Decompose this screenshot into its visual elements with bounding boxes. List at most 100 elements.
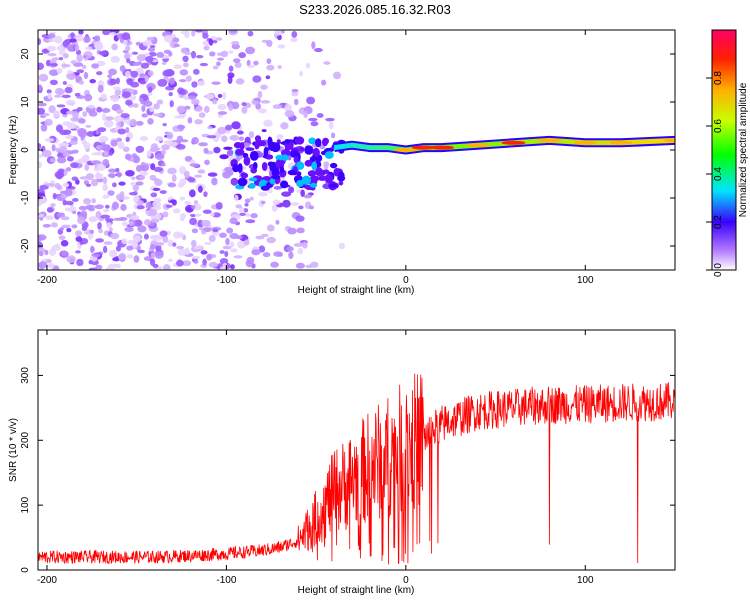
spectrogram-blob [168, 141, 178, 147]
spectrogram-blob [75, 34, 84, 42]
spectrogram-blob [229, 217, 238, 225]
spectrogram-blob [81, 139, 87, 145]
spectrogram-blob [100, 93, 107, 100]
spectrogram-blob [263, 119, 273, 127]
spectrogram-blob [125, 99, 133, 106]
spectrogram-blob [219, 257, 229, 265]
spectrogram-blob [80, 210, 88, 218]
spectrogram-blob [89, 229, 94, 234]
spectrogram-blob [130, 70, 139, 78]
spectrogram-blob [95, 210, 102, 219]
spectrogram-blob [258, 191, 268, 197]
spectrogram-blob [211, 177, 218, 186]
spectrogram-blob [50, 203, 56, 207]
spectrogram-blob [124, 227, 134, 232]
spectrogram-blob [189, 159, 196, 164]
spectrogram-blob [305, 264, 313, 269]
spectrogram-blob [135, 181, 144, 186]
spectrogram-blob [141, 113, 148, 118]
spectrogram-ylabel: Frequency (Hz) [8, 116, 19, 185]
spectrogram-blob [85, 183, 92, 187]
spectrogram-blob [48, 69, 59, 77]
spectrogram-blob [198, 227, 205, 231]
spectrogram-blob [156, 51, 165, 58]
spectrogram-blob [290, 37, 298, 43]
spectrogram-blob [192, 255, 201, 260]
spectrogram-blob [263, 147, 269, 157]
spectrogram-blob [55, 147, 60, 152]
spectrogram-blob [249, 151, 259, 161]
spectrogram-blob [176, 135, 184, 143]
spectrogram-blob [136, 200, 144, 206]
spectrogram-blob [232, 163, 240, 173]
spectrogram-blob [229, 241, 235, 248]
spectrogram-blob [114, 88, 122, 96]
spectrogram-blob [198, 142, 208, 147]
spectrogram-blob [217, 103, 227, 111]
spectrogram-blob [111, 201, 120, 210]
spectrogram-blob [144, 75, 149, 83]
spectrogram-blob [253, 60, 259, 66]
spectrogram-blob [44, 118, 53, 126]
spectrogram-blob [110, 31, 117, 36]
spectrogram-blob [287, 154, 292, 161]
spectrogram-blob [193, 203, 202, 211]
spectrogram-blob [47, 52, 57, 57]
spectrogram-blob [64, 188, 73, 197]
spectrogram-blob [261, 39, 268, 43]
spectrogram-blob [91, 63, 100, 69]
spectrogram-blob [92, 253, 101, 258]
spectrogram-blob [38, 107, 46, 115]
spectrogram-blob [63, 129, 72, 135]
spectrogram-blob [173, 43, 181, 48]
spectrogram-blob [154, 241, 165, 246]
spectrogram-blob [44, 183, 55, 187]
spectrogram-blob [155, 212, 162, 220]
spectrogram-ytick-label: 20 [20, 48, 31, 60]
spectrogram-blob [254, 135, 262, 143]
spectrogram-blob [97, 84, 104, 93]
spectrogram-blob [107, 74, 112, 79]
spectrogram-blob [72, 210, 77, 215]
spectrogram-blob [115, 167, 120, 173]
spectrogram-blob [248, 177, 258, 182]
spectrogram-blob [231, 41, 240, 45]
spectrogram-blob [260, 100, 271, 104]
spectrogram-blob [75, 230, 83, 237]
spectrogram-blob [191, 30, 196, 37]
spectrogram-blob [103, 119, 114, 128]
spectrogram-blob [280, 122, 289, 130]
spectrogram-blob [65, 99, 76, 106]
spectrogram-blob [303, 194, 313, 199]
spectrogram-blob [103, 150, 108, 157]
colorbar-frame [711, 29, 737, 271]
spectrogram-blob [51, 222, 58, 228]
spectrogram-blob [271, 204, 278, 212]
spectrogram-blob [83, 71, 89, 80]
spectrogram-blob [308, 205, 314, 210]
spectrogram-blob [321, 79, 327, 86]
spectrogram-blob [219, 250, 225, 254]
spectrogram-blob [171, 174, 177, 183]
spectrogram-blob [38, 84, 43, 91]
spectrogram-blob [222, 245, 232, 250]
spectrogram-blob [277, 65, 282, 69]
spectrogram-blob [179, 196, 186, 201]
spectrogram-blob [155, 137, 164, 142]
spectrogram-blob [117, 141, 125, 150]
spectrogram-blob [143, 218, 151, 226]
spectrogram-blob [38, 62, 45, 70]
spectrogram-blob [280, 149, 291, 157]
spectrogram-blob [145, 56, 154, 63]
spectrogram-blob [236, 130, 244, 135]
spectrogram-xtick-label: -100 [216, 275, 236, 286]
spectrogram-blob [42, 38, 49, 42]
spectrogram-blob [184, 247, 190, 256]
spectrogram-blob [202, 32, 209, 39]
spectrogram-blob [226, 149, 234, 156]
spectrogram-blob [142, 40, 153, 47]
spectrogram-blob [243, 208, 249, 213]
spectrogram-blob [241, 102, 247, 107]
spectrogram-blob [45, 59, 51, 67]
